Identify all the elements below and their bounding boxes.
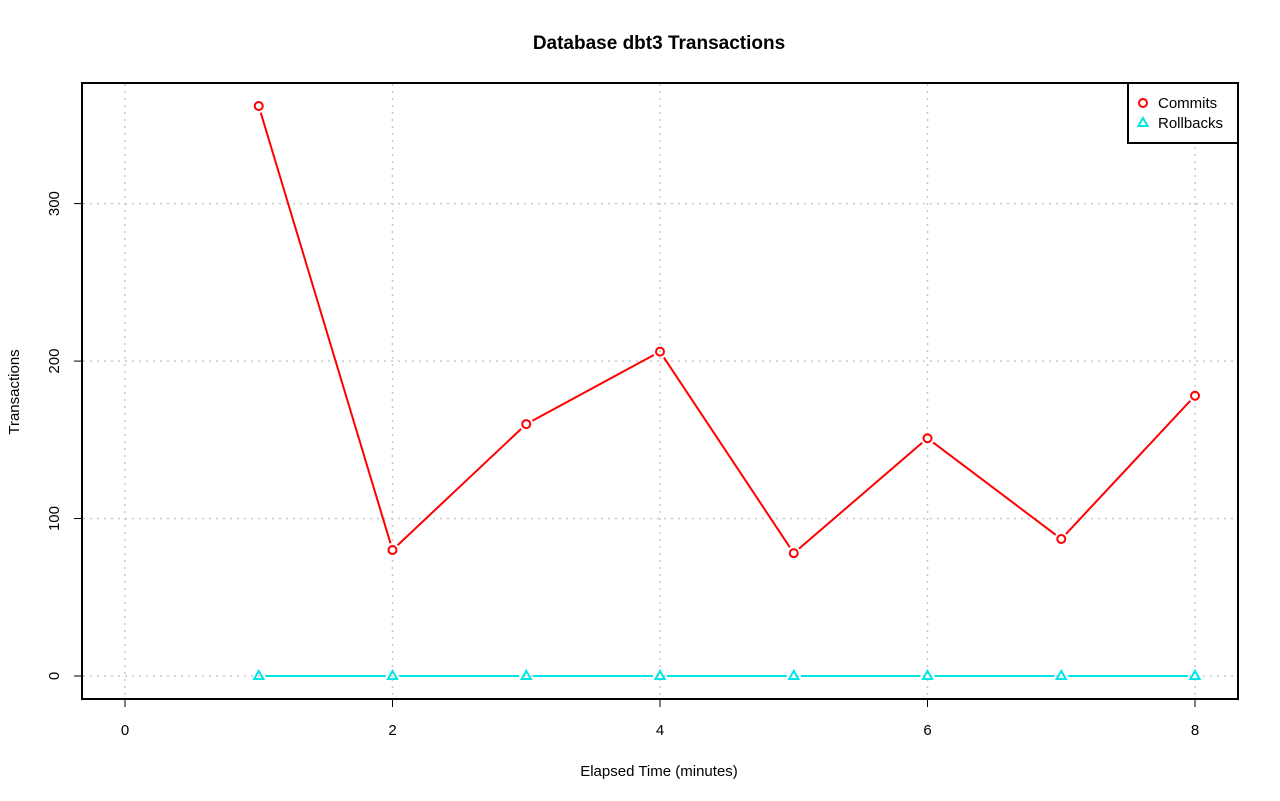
rollbacks-point (1054, 668, 1068, 680)
rollbacks-point (921, 668, 934, 680)
commits-point (1190, 390, 1200, 401)
legend-box (1127, 82, 1239, 144)
legend-label-rollbacks: Rollbacks (1158, 115, 1223, 132)
commits-point (253, 101, 264, 111)
commits-line-segment (1065, 400, 1191, 535)
commits-point (521, 419, 532, 430)
series-layer (252, 101, 1202, 680)
commits-line-segment (932, 441, 1057, 536)
commits-point (788, 548, 799, 559)
axes: 0 2 4 6 8 0 100 200 300 (46, 191, 1199, 739)
commits-point (922, 433, 933, 444)
rollbacks-point (519, 668, 533, 680)
commits-line-segment (396, 428, 522, 546)
commits-line-segment (259, 112, 392, 544)
legend-marker-rollbacks (1136, 115, 1150, 127)
x-tick-label: 0 (121, 722, 129, 739)
commits-point (1056, 534, 1067, 545)
rollbacks-point (787, 668, 801, 680)
rollbacks-point (252, 668, 266, 680)
commits-point (655, 346, 665, 357)
x-tick-label: 2 (388, 722, 396, 739)
commits-line-segment (663, 356, 791, 548)
grid (83, 84, 1237, 698)
commits-line-segment (798, 442, 923, 550)
y-tick-label: 100 (46, 506, 63, 531)
y-tick-label: 300 (46, 191, 63, 216)
y-axis-label: Transactions (6, 349, 23, 434)
x-axis-label: Elapsed Time (minutes) (580, 763, 738, 780)
y-tick-label: 0 (46, 672, 63, 680)
plot-frame (81, 82, 1239, 700)
chart-title: Database dbt3 Transactions (533, 33, 785, 54)
x-tick-label: 4 (656, 722, 664, 739)
legend-label-commits: Commits (1158, 95, 1217, 112)
y-tick-label: 200 (46, 349, 63, 374)
legend: Commits Rollbacks (1127, 82, 1239, 144)
x-tick-label: 8 (1191, 722, 1199, 739)
commits-line-segment (531, 354, 655, 422)
rollbacks-point (386, 668, 399, 680)
commits-point (387, 545, 398, 556)
x-tick-label: 6 (923, 722, 931, 739)
rollbacks-point (1188, 668, 1202, 680)
legend-marker-commits (1138, 98, 1148, 108)
rollbacks-point (653, 668, 667, 680)
